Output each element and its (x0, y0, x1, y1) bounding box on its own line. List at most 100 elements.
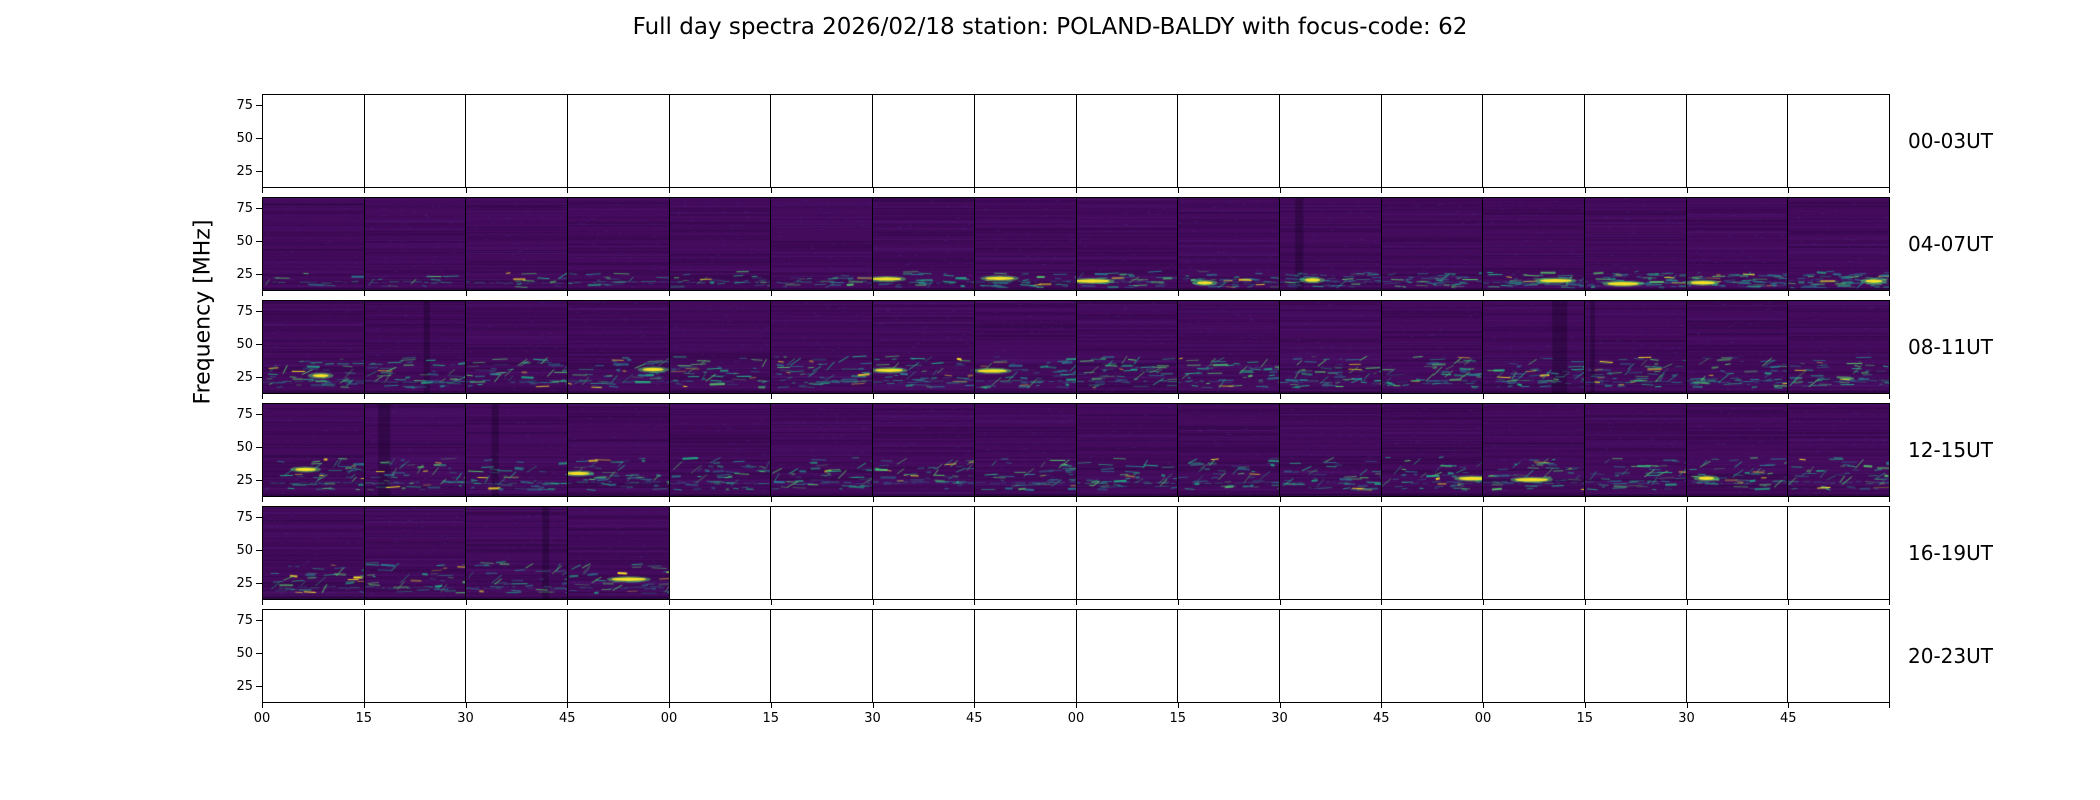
x-tick-mark (1686, 394, 1688, 399)
spectrogram-panel (1178, 198, 1280, 290)
x-tick-mark (974, 291, 976, 296)
empty-panel (568, 610, 670, 702)
x-tick-mark (1483, 188, 1484, 193)
x-tick-mark (770, 394, 772, 399)
x-tick-label: 45 (558, 711, 576, 726)
spectrogram-panel (364, 404, 467, 496)
empty-panel (1178, 507, 1280, 599)
x-tick-mark (1279, 291, 1281, 296)
x-tick-mark (974, 497, 976, 502)
empty-panel (873, 610, 975, 702)
x-tick-mark (465, 394, 467, 399)
x-tick-mark (872, 703, 874, 708)
spectrogram-panel (466, 301, 569, 393)
empty-panel (771, 610, 874, 702)
spectrogram-panel (1178, 404, 1280, 496)
x-tick-mark (1788, 703, 1790, 708)
x-tick-mark (262, 703, 263, 708)
spectrogram-row (262, 403, 1890, 497)
x-tick-mark (974, 188, 976, 193)
x-tick-label: 00 (253, 711, 271, 726)
y-tick-mark (256, 447, 262, 449)
x-tick-mark (1483, 394, 1484, 399)
spectrogram-panel (974, 198, 1077, 290)
spectrogram-panel (1483, 404, 1585, 496)
y-tick-mark (256, 344, 262, 346)
x-tick-mark (1279, 188, 1281, 193)
spectrogram-panel (568, 198, 670, 290)
x-tick-mark (1483, 291, 1484, 296)
empty-panel (771, 507, 874, 599)
y-tick-mark (256, 171, 262, 173)
x-tick-mark (1076, 497, 1077, 502)
x-tick-mark (1279, 394, 1281, 399)
spectrogram-panel (1178, 301, 1280, 393)
empty-panel (1584, 610, 1687, 702)
y-tick-label: 75 (236, 612, 253, 628)
y-tick-label: 75 (236, 200, 253, 216)
x-tick-mark (1381, 291, 1383, 296)
x-tick-mark (974, 394, 976, 399)
x-tick-mark (1381, 394, 1383, 399)
y-tick-mark (256, 686, 262, 688)
x-tick-mark (872, 394, 874, 399)
x-tick-mark (872, 188, 874, 193)
y-tick-mark (256, 105, 262, 107)
spectrogram-panel (1076, 404, 1179, 496)
figure-title: Full day spectra 2026/02/18 station: POL… (632, 14, 1468, 40)
row-time-label: 08-11UT (1908, 335, 1993, 359)
row-time-label: 16-19UT (1908, 541, 1993, 565)
y-tick-label: 50 (236, 645, 253, 661)
y-tick-mark (256, 653, 262, 655)
empty-panel (669, 95, 772, 187)
y-tick-mark (256, 517, 262, 519)
row-time-label: 04-07UT (1908, 232, 1993, 256)
x-tick-label: 30 (1271, 711, 1288, 726)
spectrogram-panel (771, 301, 874, 393)
x-tick-mark (1381, 497, 1383, 502)
x-tick-mark (1788, 394, 1790, 399)
spectrogram-panel (364, 198, 467, 290)
x-tick-mark (974, 703, 976, 708)
empty-panel (1076, 507, 1179, 599)
x-tick-mark (1076, 188, 1077, 193)
y-tick-label: 25 (236, 575, 253, 591)
empty-panel (466, 95, 569, 187)
x-tick-label: 15 (762, 711, 780, 726)
spectrogram-panel (568, 404, 670, 496)
x-tick-mark (1076, 703, 1077, 708)
x-tick-mark (363, 703, 365, 708)
x-tick-mark (567, 394, 569, 399)
x-tick-mark (363, 188, 365, 193)
y-tick-label: 75 (236, 509, 253, 525)
y-tick-mark (256, 550, 262, 552)
x-tick-mark (363, 394, 365, 399)
x-tick-mark (1177, 291, 1179, 296)
x-tick-mark (1686, 600, 1688, 605)
x-tick-label: 15 (1169, 711, 1187, 726)
empty-panel (1686, 610, 1789, 702)
spectrogram-panel (1584, 404, 1687, 496)
empty-panel (1076, 610, 1179, 702)
spectrogram-panel (1381, 301, 1484, 393)
spectrogram-panel (568, 507, 670, 599)
empty-panel (466, 610, 569, 702)
x-tick-mark (1381, 188, 1383, 193)
x-tick-mark (770, 600, 772, 605)
x-tick-mark (1279, 703, 1281, 708)
x-tick-mark (770, 291, 772, 296)
x-tick-label: 30 (864, 711, 881, 726)
x-tick-label: 45 (1779, 711, 1797, 726)
spectrogram-panel (263, 507, 365, 599)
empty-panel (771, 95, 874, 187)
spectrogram-panel (263, 301, 365, 393)
spectrogram-panel (263, 404, 365, 496)
empty-panel (1483, 507, 1585, 599)
x-tick-mark (363, 497, 365, 502)
x-tick-mark (465, 600, 467, 605)
x-tick-mark (1483, 600, 1484, 605)
y-tick-label: 25 (236, 163, 253, 179)
x-tick-label: 45 (965, 711, 983, 726)
x-tick-mark (1076, 394, 1077, 399)
x-tick-label: 30 (457, 711, 474, 726)
